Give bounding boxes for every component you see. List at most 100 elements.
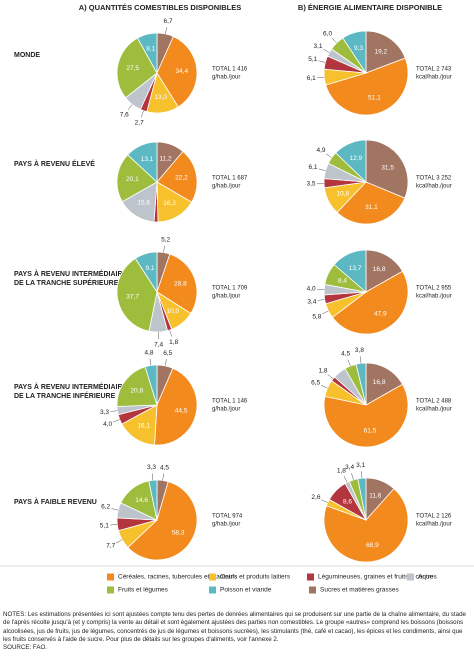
value-label: 6,0	[323, 30, 332, 37]
value-label: 6,5	[163, 350, 172, 357]
leader-line	[322, 310, 329, 315]
value-label: 1,8	[318, 367, 327, 374]
value-label: 4,0	[103, 421, 112, 428]
value-label: 3,8	[355, 347, 364, 354]
pie-slice	[365, 30, 406, 74]
row-label: PAYS À REVENU INTERMÉDIAIRE	[14, 382, 128, 391]
value-label: 12,9	[349, 155, 362, 162]
total-unit: g/hab./jour	[212, 522, 240, 528]
total-unit: kcal/hab./jour	[416, 75, 452, 81]
total-unit: g/hab./jour	[212, 184, 240, 190]
pie-slice	[156, 35, 198, 108]
value-label: 7,7	[106, 543, 115, 550]
total-label: TOTAL 1 416	[212, 67, 248, 73]
legend-label: Céréales, racines, tubercules et plantai…	[118, 574, 238, 581]
pie-slice	[136, 32, 158, 75]
value-label: 31,5	[381, 164, 394, 171]
legend-swatch	[107, 573, 114, 581]
leader-line	[359, 356, 362, 364]
legend-swatch	[209, 573, 216, 581]
row-label: PAYS À REVENU ÉLEVÉ	[14, 159, 95, 168]
pie-slice	[116, 366, 158, 407]
value-label: 16,8	[373, 266, 386, 273]
leader-line	[164, 358, 167, 366]
leader-line	[325, 153, 332, 159]
value-label: 3,3	[147, 464, 156, 471]
pie-slice	[325, 57, 409, 116]
value-label: 11,6	[369, 492, 382, 499]
value-label: 3,4	[307, 298, 316, 305]
row-label: PAYS À FAIBLE REVENU	[14, 497, 97, 506]
total-label: TOTAL 2 488	[416, 399, 452, 405]
value-label: 6,5	[311, 380, 320, 387]
row-label: DE LA TRANCHE INFÉRIEURE	[14, 391, 116, 400]
pie-slice	[331, 270, 409, 335]
pie-slice	[134, 251, 158, 294]
leader-line	[318, 168, 326, 171]
total-unit: g/hab./jour	[212, 294, 240, 300]
total-unit: g/hab./jour	[212, 75, 240, 81]
legend-label: Autres	[418, 574, 438, 581]
value-label: 4,5	[160, 464, 169, 471]
legend-swatch	[309, 586, 316, 594]
note-text: NOTES: Les estimations présentées ici so…	[3, 611, 466, 643]
leader-line	[110, 524, 118, 526]
leader-line	[317, 76, 325, 79]
value-label: 6,7	[164, 18, 173, 25]
leader-line	[320, 385, 328, 389]
leader-line	[318, 60, 326, 63]
value-label: 11,2	[159, 155, 172, 162]
leader-line	[140, 110, 144, 118]
value-label: 28,8	[174, 280, 187, 287]
leader-line	[317, 299, 325, 301]
value-label: 6,1	[307, 75, 316, 82]
leader-line	[163, 245, 165, 253]
legend-label: Poisson et viande	[220, 587, 272, 594]
legend-swatch	[307, 573, 314, 581]
leader-line	[115, 539, 123, 544]
column-header: A) QUANTITÉS COMESTIBLES DISPONIBLES	[79, 3, 242, 12]
column-header: B) ÉNERGIE ALIMENTAIRE DISPONIBLE	[298, 3, 442, 12]
value-label: 8,4	[338, 277, 347, 284]
value-label: 1,8	[169, 339, 178, 346]
leader-line	[111, 508, 119, 511]
total-label: TOTAL 1 687	[212, 176, 248, 182]
total-unit: kcal/hab./jour	[416, 294, 452, 300]
value-label: 10,0	[166, 308, 179, 315]
pie-slice	[154, 367, 198, 446]
value-label: 9,3	[354, 45, 363, 52]
row-label: PAYS À REVENU INTERMÉDIAIRE	[14, 269, 128, 278]
legend-swatch	[107, 586, 114, 594]
pie-slice	[335, 139, 367, 183]
leader-line	[127, 104, 133, 111]
value-label: 61,5	[364, 427, 377, 434]
value-label: 51,1	[368, 94, 381, 101]
legend-label: Légumineuses, graines et fruits à coque	[318, 574, 434, 581]
legend-label: Oeufs et produits laitiers	[220, 574, 291, 581]
pie-slice	[323, 488, 409, 563]
pie-slice	[323, 383, 409, 448]
total-label: TOTAL 3 252	[416, 176, 452, 182]
value-label: 4,9	[317, 147, 326, 154]
value-label: 3,4	[345, 464, 354, 471]
leader-line	[113, 419, 120, 423]
leader-line	[110, 410, 118, 412]
value-label: 5,1	[308, 56, 317, 63]
value-label: 4,0	[307, 286, 316, 293]
legend-swatch	[407, 573, 414, 581]
chart: A) QUANTITÉS COMESTIBLES DISPONIBLES B) …	[0, 3, 474, 594]
leader-line	[151, 473, 154, 481]
legend-label: Fruits et légumes	[118, 587, 169, 594]
value-label: 44,5	[175, 408, 188, 415]
leader-line	[169, 329, 173, 337]
pie-slice	[116, 37, 158, 99]
total-label: TOTAL 2 743	[416, 67, 452, 73]
value-label: 16,2	[163, 200, 176, 207]
value-label: 8,1	[146, 46, 155, 53]
value-label: 13,7	[349, 265, 362, 272]
leader-line	[360, 471, 363, 479]
value-label: 3,1	[314, 43, 323, 50]
pie-slice	[333, 249, 367, 293]
pie-slice	[336, 181, 406, 225]
notes: NOTES: Les estimations présentées ici so…	[3, 611, 471, 652]
